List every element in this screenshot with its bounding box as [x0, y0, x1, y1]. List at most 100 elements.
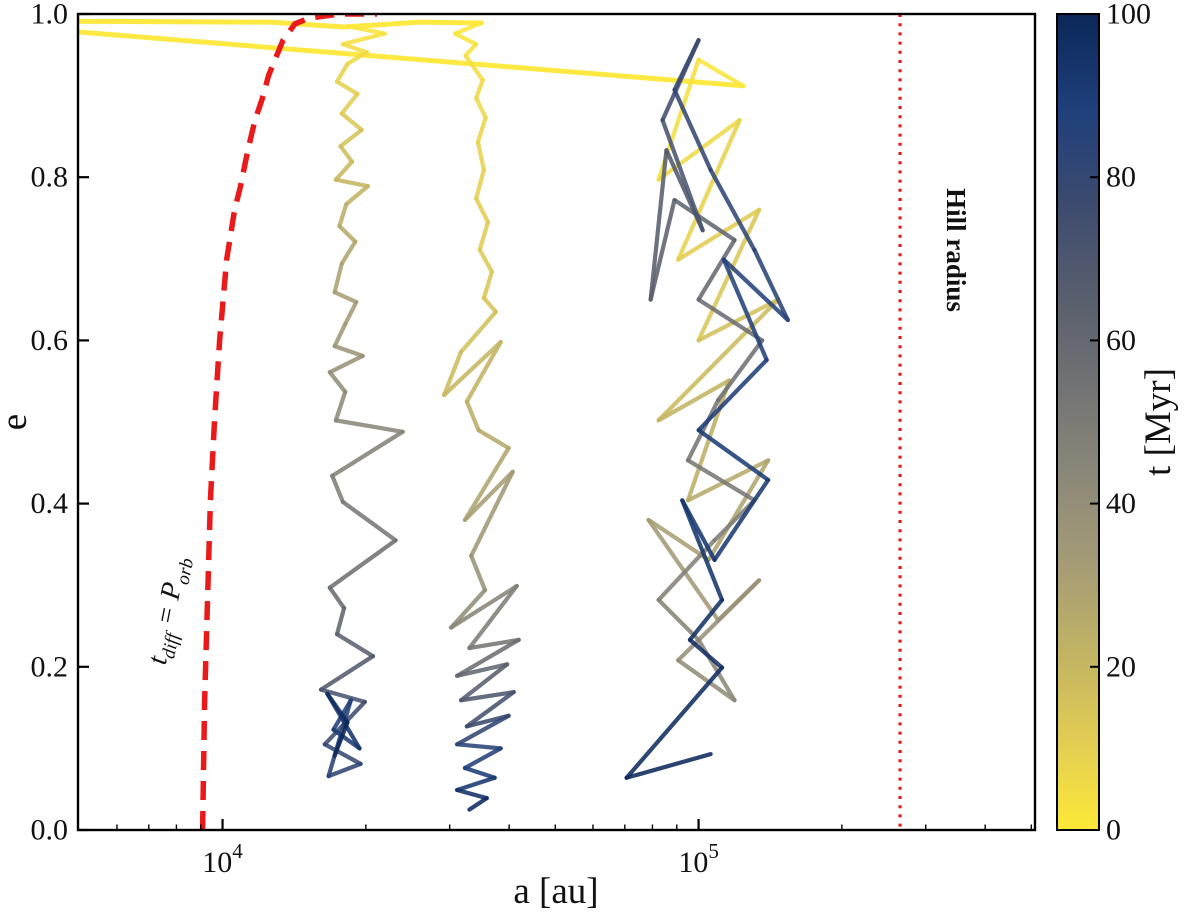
- track-segment: [462, 446, 511, 523]
- track-segment: [474, 95, 488, 120]
- track-segment: [337, 202, 349, 229]
- y-tick-label: 0.4: [31, 487, 69, 520]
- track-segment: [333, 389, 348, 423]
- infall-line-lower: [79, 29, 746, 89]
- track-segment: [477, 219, 491, 252]
- track-segment: [326, 761, 363, 779]
- track-segment: [334, 61, 350, 84]
- track-segment: [676, 578, 762, 663]
- track-segment: [464, 689, 516, 729]
- infall-line: [79, 29, 746, 89]
- track-segment: [656, 538, 717, 602]
- track-segment: [344, 184, 371, 207]
- track-segment: [441, 349, 464, 398]
- track-segment: [696, 297, 781, 343]
- colorbar-title: t [Myr]: [1138, 368, 1179, 476]
- track-segment: [340, 31, 387, 47]
- x-tick-label: 104: [202, 839, 243, 879]
- track-segment: [337, 224, 358, 244]
- track-segment: [676, 658, 737, 703]
- track-segment: [476, 428, 511, 451]
- track-segment: [332, 321, 348, 349]
- track-segment: [469, 553, 488, 593]
- y-tick-label: 0.2: [31, 650, 69, 683]
- track-segment: [333, 177, 371, 189]
- track-segment: [646, 517, 721, 623]
- track-segment: [338, 144, 355, 164]
- track-segment: [672, 38, 701, 92]
- track-segment: [721, 257, 769, 363]
- diffusion-P-sub: orb: [173, 557, 199, 587]
- track-a100000au: [624, 38, 790, 780]
- track-segment: [327, 538, 398, 590]
- track-segment: [696, 237, 737, 302]
- track-segment: [338, 127, 364, 149]
- track-segment: [467, 796, 489, 812]
- track-segment: [325, 691, 350, 725]
- y-tick-label: 0.0: [31, 814, 69, 847]
- track-segment: [467, 583, 519, 651]
- track-segment: [318, 654, 376, 692]
- track-segment: [467, 637, 521, 651]
- track-segment: [464, 339, 503, 404]
- track-segment: [458, 689, 516, 703]
- track-segment: [331, 727, 362, 751]
- track-segment: [334, 79, 360, 97]
- track-segment: [339, 111, 364, 132]
- diffusion-eq: =: [148, 596, 185, 634]
- track-segment: [464, 399, 481, 433]
- y-tick-label: 1.0: [31, 0, 69, 31]
- track-segment: [345, 24, 387, 36]
- track-segment: [624, 752, 713, 780]
- track-segment: [448, 583, 519, 630]
- track-segment: [660, 117, 705, 233]
- diffusion-P: P: [154, 580, 188, 604]
- track-segment: [624, 665, 725, 780]
- track-segment: [475, 140, 486, 172]
- track-segment: [334, 605, 347, 637]
- track-segment: [327, 585, 347, 611]
- diffusion-annotation: tdiff = Porb: [142, 554, 198, 668]
- x-axis-tick-labels: 104 105: [202, 839, 719, 879]
- y-axis-title: e: [0, 414, 35, 430]
- x-axis-ticks: [116, 819, 1033, 830]
- track-segment: [462, 469, 515, 523]
- track-segment: [333, 159, 355, 182]
- x-tick-label: 105: [678, 839, 719, 879]
- infall-line-upper: [79, 18, 485, 30]
- diffusion-curve: [199, 15, 377, 829]
- track-segment: [334, 632, 376, 659]
- track-segment: [656, 117, 742, 182]
- track-segment: [458, 309, 498, 354]
- track-segment: [327, 353, 365, 375]
- track-segment: [332, 344, 365, 359]
- track-segment: [322, 742, 363, 767]
- track-segment: [455, 637, 521, 678]
- track-segment: [696, 357, 769, 433]
- hill-radius-label: Hill radius: [941, 188, 971, 312]
- track-segment: [455, 742, 503, 751]
- track-segment: [687, 637, 725, 670]
- track-segment: [648, 148, 669, 302]
- colorbar-tick-label: 0: [1106, 814, 1121, 847]
- track-segment: [712, 477, 771, 563]
- track-a35000au: [441, 20, 521, 812]
- track-segment: [696, 428, 771, 483]
- track-segment: [477, 247, 495, 274]
- track-segment: [656, 297, 781, 423]
- track-segment: [339, 239, 358, 266]
- track-segment: [330, 429, 405, 478]
- y-tick-label: 0.6: [31, 324, 69, 357]
- track-segment: [685, 397, 721, 463]
- track-segment: [696, 297, 765, 343]
- track-segment: [687, 597, 725, 642]
- track-segment: [656, 597, 701, 642]
- track-segment: [327, 370, 348, 394]
- track-segment: [333, 418, 405, 434]
- track-segment: [475, 115, 488, 145]
- track-segment: [332, 720, 350, 758]
- track-segment: [685, 458, 771, 503]
- colorbar-tick-label: 20: [1106, 650, 1136, 683]
